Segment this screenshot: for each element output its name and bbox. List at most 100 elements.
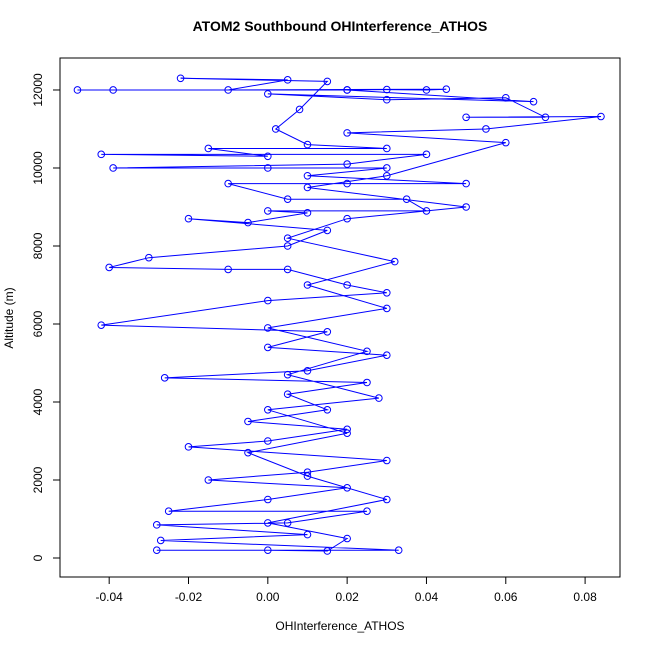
data-point <box>394 546 403 555</box>
data-point <box>303 472 312 480</box>
data-point <box>462 113 470 122</box>
data-point <box>343 429 351 437</box>
data-point <box>402 195 411 203</box>
x-tick-label: 0.00 <box>256 590 280 604</box>
data-point <box>264 437 272 445</box>
data-point <box>264 324 272 332</box>
data-point <box>264 495 272 504</box>
y-tick-label: 2000 <box>31 466 45 493</box>
data-point <box>382 351 391 359</box>
data-point <box>204 144 213 153</box>
data-point <box>145 253 153 262</box>
data-point <box>264 90 272 98</box>
data-point <box>363 378 371 387</box>
data-point <box>462 203 470 211</box>
y-tick-label: 0 <box>31 554 45 561</box>
series-line <box>77 77 602 552</box>
data-point <box>184 214 193 223</box>
data-point <box>264 343 272 352</box>
data-point <box>244 218 252 227</box>
data-point <box>303 171 312 180</box>
data-point <box>271 125 280 133</box>
data-point <box>529 97 538 106</box>
data-point <box>295 105 304 114</box>
data-point <box>501 93 510 102</box>
data-point <box>343 179 351 188</box>
data-point <box>323 327 332 336</box>
data-point <box>303 366 312 375</box>
y-tick-label: 12000 <box>31 73 45 107</box>
data-point <box>382 495 391 504</box>
data-point <box>323 547 332 555</box>
data-point <box>105 263 113 272</box>
data-point <box>283 234 292 242</box>
x-tick-label: -0.04 <box>95 590 123 604</box>
data-point <box>382 164 391 172</box>
data-point <box>224 179 232 188</box>
data-point <box>264 546 272 555</box>
x-tick-label: 0.08 <box>573 590 597 604</box>
data-point <box>390 257 399 266</box>
data-point <box>224 86 232 94</box>
data-point <box>303 530 312 539</box>
data-point <box>343 534 351 543</box>
data-point <box>109 86 117 94</box>
data-point <box>343 86 351 94</box>
data-point <box>283 519 292 527</box>
data-point <box>382 144 391 153</box>
data-point <box>73 86 82 94</box>
data-point <box>462 179 470 188</box>
data-point <box>343 281 351 289</box>
data-point <box>363 507 371 516</box>
data-point <box>303 140 312 149</box>
x-tick-label: 0.02 <box>335 590 359 604</box>
data-point <box>382 304 391 313</box>
data-point <box>323 77 332 86</box>
chart-title: ATOM2 Southbound OHInterference_ATHOS <box>193 18 488 34</box>
data-point <box>264 207 272 215</box>
data-point <box>343 484 351 492</box>
data-point <box>323 226 332 235</box>
data-point <box>244 448 252 457</box>
data-point <box>264 152 272 161</box>
data-point <box>264 405 272 414</box>
data-point <box>283 390 292 398</box>
data-point <box>184 443 193 451</box>
data-point <box>264 164 272 172</box>
data-point <box>244 417 252 426</box>
data-point <box>363 347 371 356</box>
data-point <box>264 519 272 527</box>
data-point <box>343 129 351 137</box>
y-tick-label: 4000 <box>31 388 45 415</box>
data-point <box>375 394 383 402</box>
data-point <box>164 507 173 516</box>
x-axis-label: OHInterference_ATHOS <box>275 619 404 633</box>
y-tick-label: 8000 <box>31 232 45 259</box>
data-point <box>283 195 292 203</box>
x-tick-label: 0.06 <box>494 590 518 604</box>
data-point <box>160 374 169 382</box>
data-point <box>422 150 431 159</box>
y-axis-label: Altitude (m) <box>2 287 16 348</box>
data-point <box>152 546 161 555</box>
plot-frame <box>59 57 621 578</box>
data-point <box>156 536 165 545</box>
data-point <box>97 321 106 329</box>
data-point <box>152 521 161 529</box>
data-point <box>343 214 351 223</box>
data-point <box>382 95 391 104</box>
data-point <box>422 207 431 215</box>
data-point <box>382 85 391 94</box>
data-point <box>283 242 292 250</box>
data-point <box>176 74 185 83</box>
data-point <box>303 209 312 217</box>
data-point <box>264 296 272 305</box>
data-point <box>283 370 292 379</box>
data-point <box>283 76 292 84</box>
data-point <box>382 456 391 465</box>
data-point <box>303 183 312 192</box>
data-point <box>422 86 431 94</box>
data-point <box>343 425 351 434</box>
x-tick-label: 0.04 <box>415 590 439 604</box>
